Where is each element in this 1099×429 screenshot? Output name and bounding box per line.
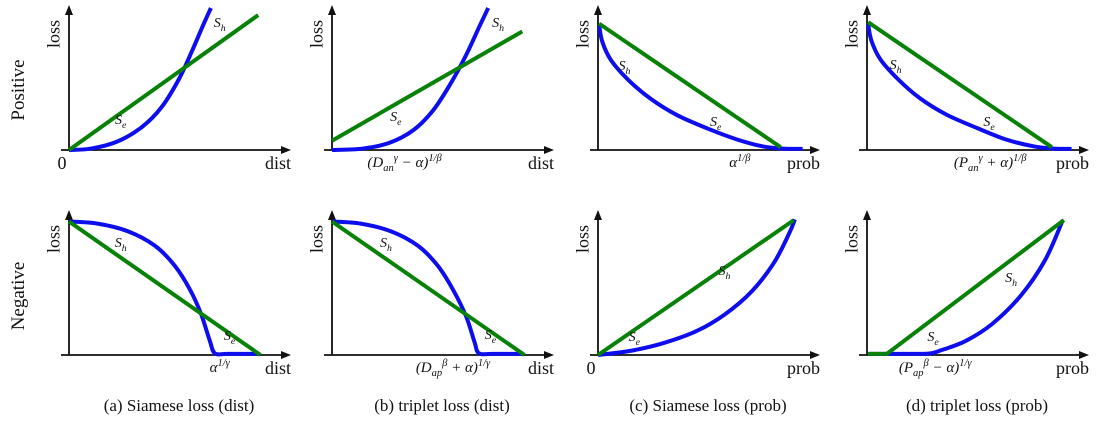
caption-d: (d) triplet loss (prob)	[905, 396, 1049, 415]
curve-sh	[331, 219, 523, 357]
row-label-positive: Positive	[8, 59, 29, 121]
curve-label-se: Se	[983, 115, 995, 133]
subplot-negative-siamese-prob: loss prob 0 Sh Se	[562, 205, 824, 391]
y-axis-arrow-icon	[863, 5, 871, 15]
curve-sh	[597, 24, 803, 151]
x-axis-label: dist	[527, 358, 554, 378]
curve-label-se: Se	[710, 115, 722, 133]
curve-se	[596, 218, 795, 357]
x-axis-label: prob	[787, 153, 820, 173]
curve-se	[67, 13, 260, 152]
x-axis-label: prob	[1056, 153, 1089, 173]
subplot-negative-triplet-dist: loss dist (Dapβ + α)1/γ Sh Se	[296, 205, 558, 391]
y-axis-arrow-icon	[594, 5, 602, 15]
y-axis-label: loss	[306, 224, 327, 254]
y-axis-arrow-icon	[594, 210, 602, 220]
curve-label-se: Se	[390, 110, 402, 128]
curve-sh	[869, 219, 1065, 356]
x-axis-label: dist	[264, 358, 291, 378]
x-tick-label: (Dapβ + α)1/γ	[415, 358, 491, 379]
curve-label-sh: Sh	[1005, 271, 1018, 289]
curve-label-se: Se	[927, 329, 939, 348]
curve-label-sh: Sh	[213, 16, 226, 35]
curve-label-se: Se	[484, 327, 497, 346]
row-label-negative: Negative	[8, 261, 29, 331]
x-axis-arrow-icon	[544, 351, 554, 359]
subplot-negative-triplet-prob: loss prob (Papβ − α)1/γ Sh Se	[831, 205, 1093, 391]
y-axis-label: loss	[841, 19, 862, 49]
curve-label-sh: Sh	[379, 236, 392, 255]
subplot-negative-siamese-dist: loss dist α1/γ Sh Se	[33, 205, 295, 391]
curve-se	[597, 21, 782, 149]
x-axis-arrow-icon	[281, 146, 291, 154]
curve-label-sh: Sh	[618, 58, 631, 77]
y-axis-arrow-icon	[65, 210, 73, 220]
curve-label-se: Se	[223, 328, 236, 347]
y-axis-arrow-icon	[863, 210, 871, 220]
curve-label-sh: Sh	[889, 58, 902, 77]
origin-label: 0	[57, 153, 67, 173]
x-axis-label: prob	[787, 358, 820, 378]
y-axis-label: loss	[572, 224, 593, 254]
curve-se	[331, 29, 524, 143]
curve-sh	[68, 219, 259, 357]
x-tick-label: (Panγ + α)1/β	[953, 153, 1027, 174]
x-axis-arrow-icon	[544, 146, 554, 154]
curve-label-se: Se	[628, 329, 640, 348]
subplot-positive-triplet-prob: loss prob (Panγ + α)1/β Sh Se	[831, 0, 1093, 186]
y-axis-label: loss	[572, 19, 593, 49]
x-axis-label: dist	[264, 153, 291, 173]
y-axis-label: loss	[43, 19, 64, 49]
caption-c: (c) Siamese loss (prob)	[629, 396, 787, 415]
x-tick-label: α1/γ	[209, 358, 230, 376]
subplot-positive-siamese-dist: loss dist 0 Sh Se	[33, 0, 295, 186]
curve-se	[67, 219, 262, 357]
y-axis-arrow-icon	[328, 210, 336, 220]
curve-se	[330, 219, 526, 357]
curve-sh	[331, 7, 491, 152]
x-axis-arrow-icon	[810, 351, 820, 359]
curve-se	[866, 20, 1053, 149]
y-axis-arrow-icon	[328, 5, 336, 15]
curve-label-sh: Sh	[718, 263, 731, 282]
curve-sh	[68, 7, 213, 152]
caption-b: (b) triplet loss (dist)	[374, 396, 510, 415]
x-tick-label: (Danγ − α)1/β	[367, 153, 442, 174]
curve-sh	[866, 23, 1072, 151]
x-axis-label: prob	[1056, 358, 1089, 378]
y-axis-label: loss	[43, 224, 64, 254]
x-axis-arrow-icon	[281, 351, 291, 359]
curve-sh	[597, 218, 797, 357]
x-axis-arrow-icon	[810, 146, 820, 154]
curve-se	[868, 218, 1066, 356]
subplot-positive-triplet-dist: loss dist (Danγ − α)1/β Sh Se	[296, 0, 558, 186]
x-tick-label: (Papβ − α)1/γ	[898, 358, 972, 379]
x-axis-arrow-icon	[1079, 146, 1089, 154]
x-tick-label: α1/β	[729, 153, 751, 171]
origin-label: 0	[586, 358, 596, 378]
y-axis-label: loss	[306, 19, 327, 49]
x-axis-arrow-icon	[1079, 351, 1089, 359]
curve-label-sh: Sh	[114, 236, 127, 255]
caption-a: (a) Siamese loss (dist)	[103, 396, 255, 415]
y-axis-label: loss	[841, 224, 862, 254]
y-axis-arrow-icon	[65, 5, 73, 15]
subplot-positive-siamese-prob: loss prob α1/β Sh Se	[562, 0, 824, 186]
curve-label-sh: Sh	[492, 16, 505, 35]
x-axis-label: dist	[527, 153, 554, 173]
curve-label-se: Se	[115, 112, 127, 131]
